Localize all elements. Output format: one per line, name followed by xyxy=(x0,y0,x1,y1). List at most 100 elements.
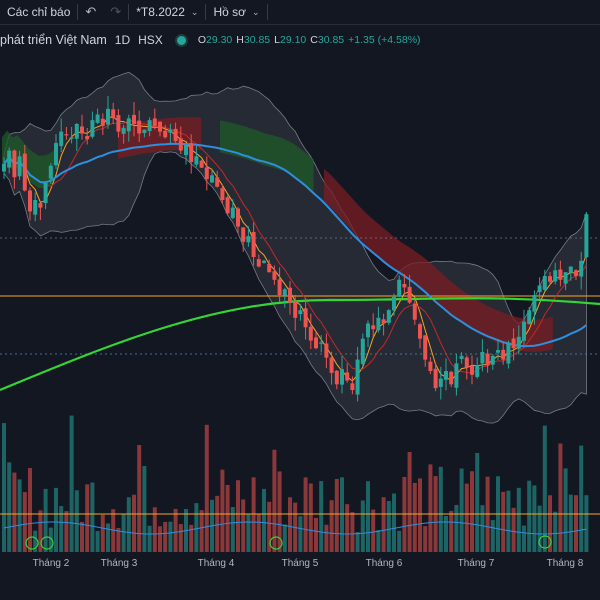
volume-bar xyxy=(33,530,38,552)
toolbar-divider xyxy=(128,4,130,20)
candle-body xyxy=(407,286,412,303)
chevron-down-icon: ⌄ xyxy=(251,6,260,17)
volume-bar xyxy=(423,526,428,552)
volume-bar xyxy=(444,515,448,552)
volume-bar xyxy=(168,521,173,552)
volume-bar xyxy=(568,494,573,552)
candle-body xyxy=(220,188,225,200)
candle-body xyxy=(376,317,381,331)
candle-body xyxy=(74,124,79,139)
candle-body xyxy=(490,355,495,365)
volume-bar xyxy=(475,453,480,552)
candle-body xyxy=(132,114,136,124)
volume-bar xyxy=(397,530,402,552)
volume-bar xyxy=(449,510,454,552)
signal-marker xyxy=(40,536,54,550)
indicators-button[interactable]: Các chỉ báo xyxy=(0,0,77,24)
volume-bar xyxy=(371,509,376,552)
candle-body xyxy=(412,303,417,320)
ohlc-open: O29.30 xyxy=(198,34,232,46)
candle-body xyxy=(215,177,220,187)
candle-body xyxy=(470,366,474,375)
candle-body xyxy=(147,120,152,132)
volume-bar xyxy=(74,490,79,552)
volume-bar xyxy=(314,517,318,552)
interval-label[interactable]: 1D xyxy=(114,33,131,47)
undo-button[interactable]: ↶ xyxy=(78,0,103,24)
volume-bar xyxy=(142,465,147,552)
market-status-icon[interactable] xyxy=(174,33,188,47)
candle-body xyxy=(506,342,511,364)
candle-body xyxy=(241,227,246,242)
volume-bar xyxy=(563,468,568,552)
candle-body xyxy=(397,279,402,297)
candle-body xyxy=(438,378,443,387)
volume-bar xyxy=(43,488,48,552)
candle-body xyxy=(230,207,235,219)
high-value: 30.85 xyxy=(243,34,271,46)
volume-bar xyxy=(147,525,152,552)
candle-body xyxy=(126,118,131,132)
x-tick-label: Tháng 4 xyxy=(198,558,235,569)
volume-bar xyxy=(288,497,292,552)
candle-body xyxy=(542,276,547,290)
candle-body xyxy=(459,355,464,359)
candle-body xyxy=(558,269,563,280)
candle-body xyxy=(22,153,27,191)
candle-body xyxy=(64,134,69,136)
volume-bar xyxy=(7,462,12,552)
redo-button[interactable]: ↷ xyxy=(103,0,128,24)
candle-body xyxy=(7,150,12,168)
candle-body xyxy=(537,285,542,293)
candle-body xyxy=(371,325,376,330)
x-tick-label: Tháng 7 xyxy=(458,558,495,569)
volume-bar xyxy=(95,531,100,552)
volume-bar xyxy=(579,445,584,552)
candle-body xyxy=(428,361,433,371)
candle-body xyxy=(464,357,469,368)
open-key: O xyxy=(197,34,206,46)
candle-body xyxy=(423,335,428,360)
candle-body xyxy=(199,160,204,168)
candle-body xyxy=(574,270,578,276)
candle-body xyxy=(548,276,552,282)
volume-bar xyxy=(480,505,485,552)
volume-bar xyxy=(267,501,272,552)
candle-body xyxy=(511,338,516,349)
volume-bar xyxy=(220,469,225,552)
volume-bar xyxy=(490,520,495,552)
symbol-name[interactable]: phát triển Việt Nam xyxy=(0,33,107,47)
volume-bar xyxy=(470,471,474,552)
candle-body xyxy=(59,131,64,147)
candle-body xyxy=(392,296,396,311)
candle-body xyxy=(293,300,298,318)
profile-label: Hồ sơ xyxy=(213,5,246,19)
volume-bar xyxy=(132,494,136,552)
toolbar-divider xyxy=(77,4,79,20)
candle-body xyxy=(184,144,188,156)
candle-body xyxy=(563,272,568,284)
volume-bar xyxy=(392,493,396,552)
candle-body xyxy=(329,357,334,373)
signal-marker xyxy=(25,536,39,550)
candle-body xyxy=(355,359,360,395)
x-tick-label: Tháng 6 xyxy=(366,558,403,569)
profile-dropdown[interactable]: Hồ sơ ⌄ xyxy=(206,0,266,24)
volume-bar xyxy=(100,514,105,552)
volume-bar xyxy=(158,526,162,552)
candle-body xyxy=(444,371,448,380)
candle-body xyxy=(54,143,58,166)
volume-bar xyxy=(90,482,95,552)
close-value: 30.85 xyxy=(317,34,345,46)
volume-bar xyxy=(506,490,511,552)
candle-body xyxy=(314,337,318,349)
toolbar-divider xyxy=(205,4,207,20)
candle-body xyxy=(324,343,329,358)
volume-bar xyxy=(418,478,422,552)
volume-bar xyxy=(584,495,589,552)
volume-bar xyxy=(324,524,329,552)
template-dropdown[interactable]: *T8.2022 ⌄ xyxy=(129,0,205,24)
candle-body xyxy=(106,108,110,125)
candle-body xyxy=(152,118,157,126)
